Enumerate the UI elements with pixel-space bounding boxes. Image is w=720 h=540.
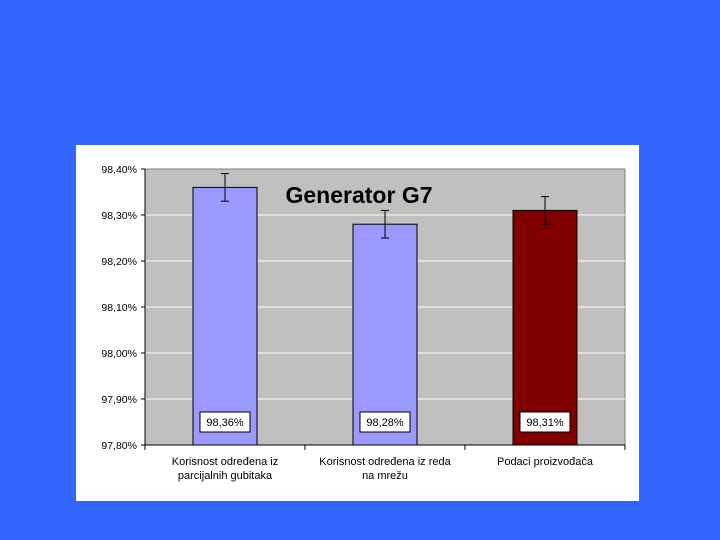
y-tick-label: 97,80%: [101, 440, 137, 452]
data-label-box: [359, 411, 411, 433]
y-tick-label: 98,10%: [101, 302, 137, 314]
category-label: Podaci proizvođača: [497, 456, 594, 468]
y-tick-label: 98,40%: [101, 164, 137, 176]
data-label: 98,31%: [526, 417, 564, 429]
chart-panel: 97,80% 97,90% 98,00% 98,10% 98,20% 98,30% 98,4…: [76, 145, 639, 501]
bar: [192, 186, 258, 446]
y-tick-label: 97,90%: [101, 394, 137, 406]
chart-title: Generator G7: [286, 182, 433, 208]
bar: [512, 209, 578, 446]
bar-chart: 97,80% 97,90% 98,00% 98,10% 98,20% 98,30% 98,4…: [101, 164, 626, 482]
bar: [352, 223, 418, 446]
data-label-box: [199, 411, 251, 433]
y-tick-label: 98,30%: [101, 210, 137, 222]
data-label-box: [519, 411, 571, 433]
y-tick-label: 98,00%: [101, 348, 137, 360]
category-label: Korisnost određena iz reda: [319, 456, 451, 468]
category-label: Korisnost određena iz: [172, 456, 278, 468]
data-label: 98,36%: [206, 417, 244, 429]
y-tick-label: 98,20%: [101, 256, 137, 268]
category-label: parcijalnih gubitaka: [178, 470, 273, 482]
data-label: 98,28%: [366, 417, 404, 429]
category-label: na mrežu: [362, 470, 408, 482]
